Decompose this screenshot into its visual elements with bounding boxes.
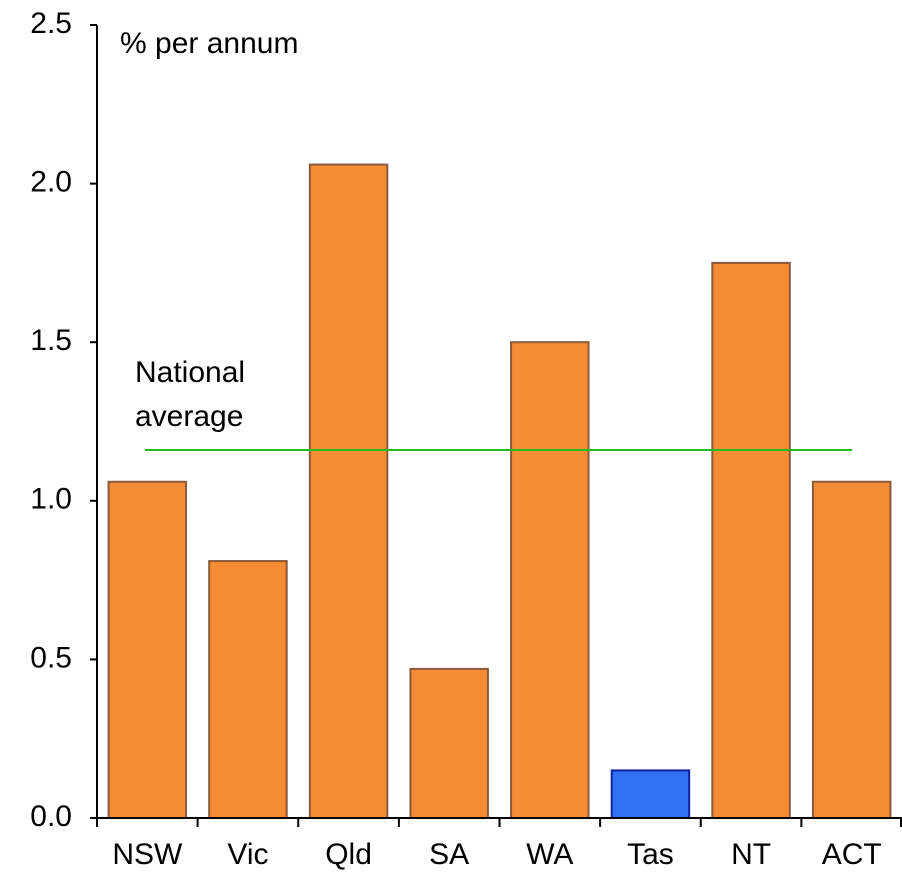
y-tick-label: 1.5 [30, 324, 72, 357]
x-tick-label: Qld [325, 838, 372, 871]
bar [208, 560, 288, 819]
y-tick-label: 0.5 [30, 641, 72, 674]
y-tick-label: 1.0 [30, 483, 72, 516]
bar [711, 261, 791, 819]
bar [610, 769, 691, 819]
bar [107, 480, 188, 819]
bar [409, 667, 489, 820]
bar [510, 341, 590, 819]
x-tick-label: NSW [112, 838, 183, 871]
x-tick-label: Tas [627, 838, 674, 871]
x-tick-label: ACT [822, 838, 882, 871]
reference-label: National [135, 356, 245, 389]
x-tick-label: WA [526, 838, 573, 871]
x-tick-label: Vic [227, 838, 268, 871]
bar [308, 163, 389, 819]
y-tick-label: 2.0 [30, 166, 72, 199]
y-tick-label: 2.5 [30, 7, 72, 40]
y-tick-label: 0.0 [30, 800, 72, 833]
y-axis-label: % per annum [120, 27, 298, 60]
x-tick-label: SA [429, 838, 469, 871]
bar [811, 480, 892, 819]
x-tick-label: NT [731, 838, 771, 871]
reference-label: average [135, 400, 243, 433]
